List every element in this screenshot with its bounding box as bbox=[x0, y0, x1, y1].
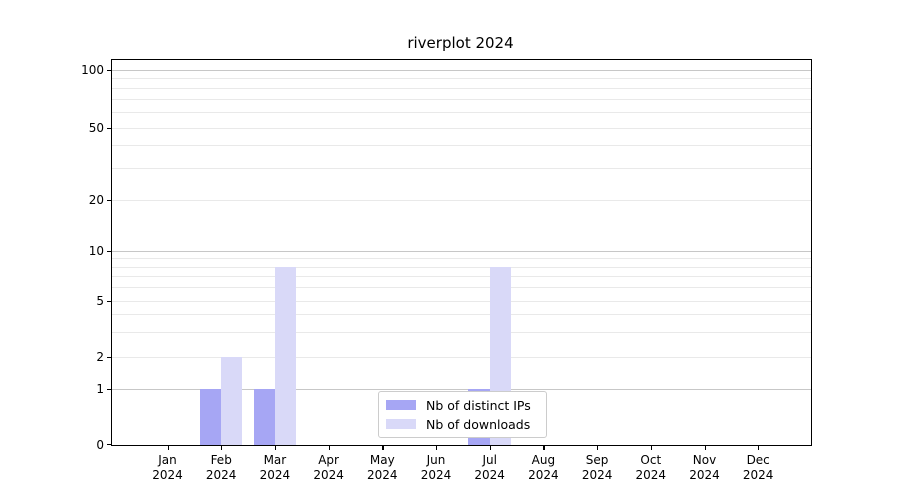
x-tick-year: 2024 bbox=[581, 468, 613, 482]
x-tick-month: Jun bbox=[426, 453, 446, 467]
y-tick-label: 50 bbox=[88, 120, 104, 135]
legend-item: Nb of downloads bbox=[386, 417, 539, 432]
gridline bbox=[112, 357, 811, 358]
x-tick-mark bbox=[597, 445, 599, 450]
y-tick-mark bbox=[107, 199, 112, 201]
x-tick-month: Jan bbox=[158, 453, 177, 467]
legend-item: Nb of distinct IPs bbox=[386, 398, 539, 413]
bar-nb-of-distinct-ips bbox=[253, 389, 275, 445]
x-tick-label: Jan 2024 bbox=[136, 453, 200, 483]
x-tick-mark bbox=[382, 445, 384, 450]
gridline bbox=[112, 258, 811, 260]
legend: Nb of distinct IPs Nb of downloads bbox=[378, 391, 547, 438]
legend-label: Nb of downloads bbox=[426, 416, 531, 432]
bar-nb-of-distinct-ips bbox=[199, 389, 222, 445]
y-tick-mark bbox=[107, 357, 112, 359]
x-tick-mark bbox=[704, 445, 706, 450]
x-tick-month: Dec bbox=[746, 453, 770, 467]
gridline bbox=[112, 167, 811, 169]
chart-title: riverplot 2024 bbox=[407, 34, 514, 52]
y-tick-mark bbox=[107, 127, 112, 129]
x-tick-year: 2024 bbox=[742, 468, 774, 482]
legend-label: Nb of distinct IPs bbox=[426, 397, 531, 413]
x-tick-label: Apr 2024 bbox=[297, 453, 361, 483]
y-tick-label: 5 bbox=[96, 293, 104, 308]
y-tick-label: 100 bbox=[81, 62, 104, 77]
x-tick-year: 2024 bbox=[313, 468, 344, 482]
x-tick-month: Mar bbox=[263, 453, 287, 467]
x-tick-label: Sep 2024 bbox=[565, 453, 629, 483]
y-tick-mark bbox=[107, 300, 112, 302]
x-tick-month: Aug bbox=[531, 453, 556, 467]
x-tick-mark bbox=[543, 445, 545, 450]
gridline bbox=[112, 266, 811, 268]
gridline bbox=[112, 127, 811, 129]
gridline bbox=[112, 88, 811, 90]
x-tick-year: 2024 bbox=[689, 468, 720, 482]
gridline bbox=[112, 78, 811, 80]
x-tick-label: Jun 2024 bbox=[404, 453, 468, 483]
gridline bbox=[112, 332, 811, 333]
gridline bbox=[112, 99, 811, 101]
x-tick-month: Apr bbox=[318, 453, 339, 467]
x-tick-label: Jul 2024 bbox=[458, 453, 522, 483]
y-tick-mark bbox=[107, 389, 112, 391]
x-tick-mark bbox=[436, 445, 438, 450]
x-tick-year: 2024 bbox=[635, 468, 667, 482]
gridline bbox=[112, 276, 811, 278]
y-tick-label: 20 bbox=[88, 192, 104, 207]
y-tick-label: 10 bbox=[88, 243, 104, 258]
gridline bbox=[112, 287, 811, 289]
x-tick-month: Nov bbox=[692, 453, 717, 467]
gridline bbox=[112, 300, 811, 302]
x-tick-mark bbox=[328, 445, 330, 450]
y-tick-label: 2 bbox=[96, 350, 104, 364]
x-tick-mark bbox=[758, 445, 760, 450]
x-tick-label: May 2024 bbox=[350, 453, 414, 483]
y-tick-mark bbox=[107, 69, 112, 71]
x-tick-label: Mar 2024 bbox=[243, 453, 307, 483]
gridline bbox=[112, 199, 811, 201]
x-tick-month: Feb bbox=[210, 453, 232, 467]
x-tick-month: Sep bbox=[585, 453, 609, 467]
bar-nb-of-downloads bbox=[221, 357, 243, 445]
x-tick-month: Oct bbox=[640, 453, 662, 467]
x-tick-year: 2024 bbox=[259, 468, 291, 482]
x-tick-year: 2024 bbox=[367, 468, 398, 482]
x-tick-label: Nov 2024 bbox=[673, 453, 737, 483]
x-tick-label: Feb 2024 bbox=[189, 453, 253, 483]
legend-swatch bbox=[386, 419, 416, 429]
gridline bbox=[112, 112, 811, 114]
x-tick-year: 2024 bbox=[420, 468, 452, 482]
gridline bbox=[112, 145, 811, 146]
bar-nb-of-downloads bbox=[274, 266, 297, 445]
y-tick-label: 0 bbox=[96, 437, 104, 452]
x-tick-label: Aug 2024 bbox=[511, 453, 575, 483]
x-tick-month: May bbox=[369, 453, 395, 467]
y-tick-mark bbox=[107, 443, 112, 445]
x-tick-mark bbox=[489, 445, 491, 450]
x-tick-mark bbox=[167, 445, 169, 450]
x-tick-mark bbox=[274, 445, 277, 450]
x-tick-year: 2024 bbox=[474, 468, 505, 482]
x-tick-mark bbox=[650, 445, 653, 450]
legend-swatch bbox=[386, 400, 416, 410]
y-tick-mark bbox=[107, 250, 112, 252]
x-tick-label: Oct 2024 bbox=[619, 453, 683, 483]
y-tick-label: 1 bbox=[96, 382, 104, 396]
plot-area: 0 1 2 5 10 20 50 100 Jan 2024 Feb 2024 Mar 2024 Apr 20… bbox=[81, 59, 812, 482]
x-tick-year: 2024 bbox=[205, 468, 237, 482]
x-tick-year: 2024 bbox=[152, 468, 183, 482]
gridline bbox=[112, 389, 811, 390]
gridline bbox=[112, 250, 811, 252]
x-tick-label: Dec 2024 bbox=[726, 453, 790, 483]
x-tick-month: Jul bbox=[482, 453, 497, 467]
x-tick-mark bbox=[221, 445, 223, 450]
gridline bbox=[112, 69, 811, 71]
gridline bbox=[112, 314, 811, 316]
x-tick-year: 2024 bbox=[528, 468, 559, 482]
